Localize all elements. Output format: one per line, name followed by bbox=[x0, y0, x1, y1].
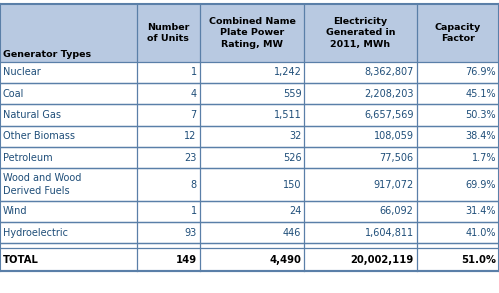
Text: 45.1%: 45.1% bbox=[466, 88, 496, 99]
Text: 93: 93 bbox=[184, 228, 197, 238]
Text: 149: 149 bbox=[176, 255, 197, 265]
Text: TOTAL: TOTAL bbox=[3, 255, 39, 265]
Text: Hydroelectric: Hydroelectric bbox=[3, 228, 68, 238]
Text: 6,657,569: 6,657,569 bbox=[364, 110, 414, 120]
Text: 1,604,811: 1,604,811 bbox=[365, 228, 414, 238]
Text: Number
of Units: Number of Units bbox=[147, 23, 190, 43]
Text: 31.4%: 31.4% bbox=[466, 206, 496, 217]
Text: 1.7%: 1.7% bbox=[472, 153, 496, 163]
Text: 446: 446 bbox=[283, 228, 301, 238]
Text: Capacity
Factor: Capacity Factor bbox=[435, 23, 481, 43]
Text: 4: 4 bbox=[191, 88, 197, 99]
Text: 7: 7 bbox=[190, 110, 197, 120]
Text: 38.4%: 38.4% bbox=[466, 131, 496, 142]
Text: 66,092: 66,092 bbox=[380, 206, 414, 217]
Text: Wind: Wind bbox=[3, 206, 27, 217]
Text: 108,059: 108,059 bbox=[374, 131, 414, 142]
Text: 1,511: 1,511 bbox=[273, 110, 301, 120]
Text: 4,490: 4,490 bbox=[269, 255, 301, 265]
Text: 8,362,807: 8,362,807 bbox=[364, 67, 414, 77]
Text: 76.9%: 76.9% bbox=[466, 67, 496, 77]
Text: Petroleum: Petroleum bbox=[3, 153, 52, 163]
Text: 69.9%: 69.9% bbox=[466, 180, 496, 190]
Text: 50.3%: 50.3% bbox=[466, 110, 496, 120]
Bar bbox=[0, 4, 499, 62]
Text: Wood and Wood
Derived Fuels: Wood and Wood Derived Fuels bbox=[3, 173, 81, 196]
Text: Electricity
Generated in
2011, MWh: Electricity Generated in 2011, MWh bbox=[326, 17, 395, 49]
Text: 917,072: 917,072 bbox=[373, 180, 414, 190]
Text: 77,506: 77,506 bbox=[380, 153, 414, 163]
Text: 41.0%: 41.0% bbox=[466, 228, 496, 238]
Text: Combined Name
Plate Power
Rating, MW: Combined Name Plate Power Rating, MW bbox=[209, 17, 295, 49]
Text: 20,002,119: 20,002,119 bbox=[350, 255, 414, 265]
Text: 1,242: 1,242 bbox=[273, 67, 301, 77]
Text: Natural Gas: Natural Gas bbox=[3, 110, 61, 120]
Text: 526: 526 bbox=[283, 153, 301, 163]
Text: 8: 8 bbox=[191, 180, 197, 190]
Text: 150: 150 bbox=[283, 180, 301, 190]
Text: Generator Types: Generator Types bbox=[3, 50, 91, 59]
Text: Coal: Coal bbox=[3, 88, 24, 99]
Text: 51.0%: 51.0% bbox=[461, 255, 496, 265]
Text: Nuclear: Nuclear bbox=[3, 67, 41, 77]
Text: 1: 1 bbox=[191, 206, 197, 217]
Text: 24: 24 bbox=[289, 206, 301, 217]
Text: 32: 32 bbox=[289, 131, 301, 142]
Text: 12: 12 bbox=[184, 131, 197, 142]
Text: 2,208,203: 2,208,203 bbox=[364, 88, 414, 99]
Text: 1: 1 bbox=[191, 67, 197, 77]
Text: Other Biomass: Other Biomass bbox=[3, 131, 75, 142]
Text: 23: 23 bbox=[184, 153, 197, 163]
Text: 559: 559 bbox=[283, 88, 301, 99]
